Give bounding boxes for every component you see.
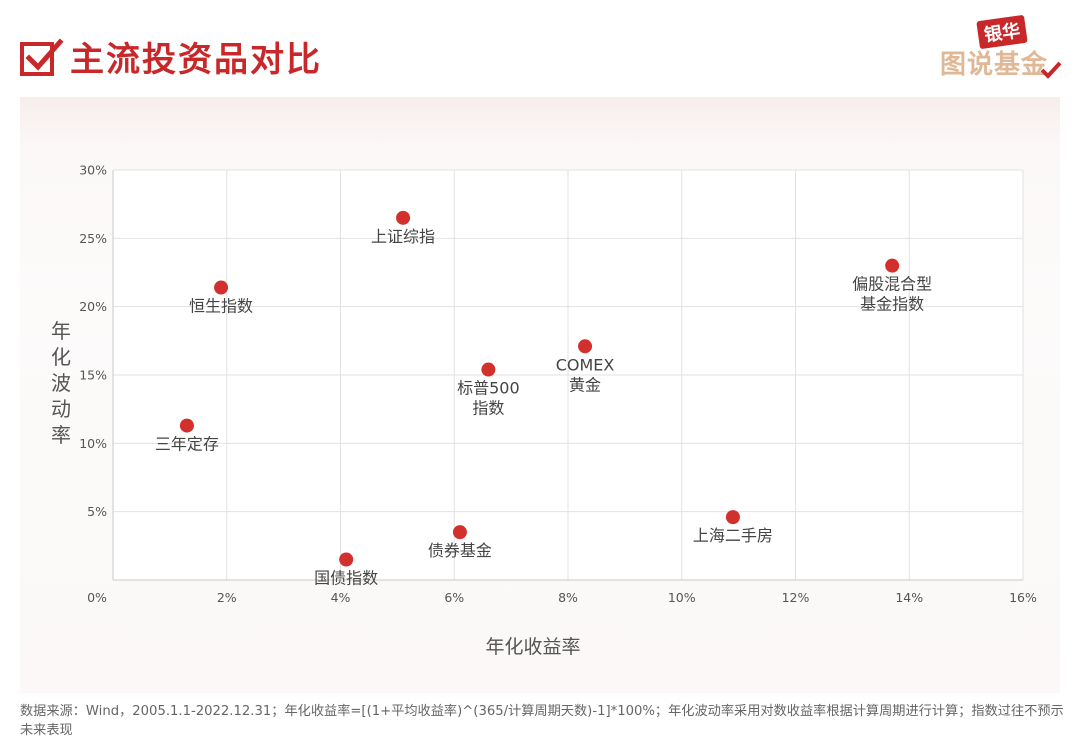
data-point [214,280,229,295]
x-axis-label: 年化收益率 [485,636,581,658]
data-label: 三年定存 [155,435,219,454]
x-tick-label: 4% [331,590,351,605]
x-tick-label: 14% [895,590,923,605]
data-label: 国债指数 [314,569,378,588]
data-point [578,339,593,354]
y-tick-label: 25% [79,231,107,246]
x-tick-label: 16% [1009,590,1037,605]
data-point [725,510,740,525]
data-label: 上海二手房 [693,526,773,545]
x-tick-label: 2% [217,590,237,605]
page-title: 主流投资品对比 [70,40,322,80]
data-point [179,418,194,433]
y-tick-label: 20% [79,299,107,314]
checkbox-check-icon [20,38,64,76]
footnote: 数据来源：Wind，2005.1.1-2022.12.31；年化收益率=[(1+… [20,704,1064,738]
data-point [885,258,900,273]
data-label: COMEX [556,355,615,374]
y-axis-label: 年化波动率 [51,319,71,447]
data-label: 指数 [472,399,504,418]
x-tick-label: 12% [782,590,810,605]
data-label: 上证综指 [371,227,435,246]
logo-check-icon [1040,61,1062,79]
x-tick-label: 8% [558,590,578,605]
data-label: 偏股混合型 [852,275,932,294]
data-point [452,525,467,540]
data-point [339,552,354,567]
data-point [481,362,496,377]
x-tick-label: 6% [444,590,464,605]
data-label: 恒生指数 [189,297,253,316]
data-label: 基金指数 [860,295,924,314]
logo-line2: 图说基金 [939,50,1048,80]
data-label: 黄金 [569,375,601,394]
y-tick-label: 5% [87,504,107,519]
y-tick-label: 10% [79,436,107,451]
brand-logo: 银华 图说基金 [934,14,1062,84]
data-point [396,210,411,225]
y-tick-label: 30% [79,163,107,178]
x-tick-label: 10% [668,590,696,605]
header: 主流投资品对比 银华 图说基金 [0,0,1080,96]
data-label: 标普500 [457,379,520,398]
x-tick-label: 0% [87,590,107,605]
y-tick-label: 15% [79,368,107,383]
data-label: 债券基金 [428,541,492,560]
